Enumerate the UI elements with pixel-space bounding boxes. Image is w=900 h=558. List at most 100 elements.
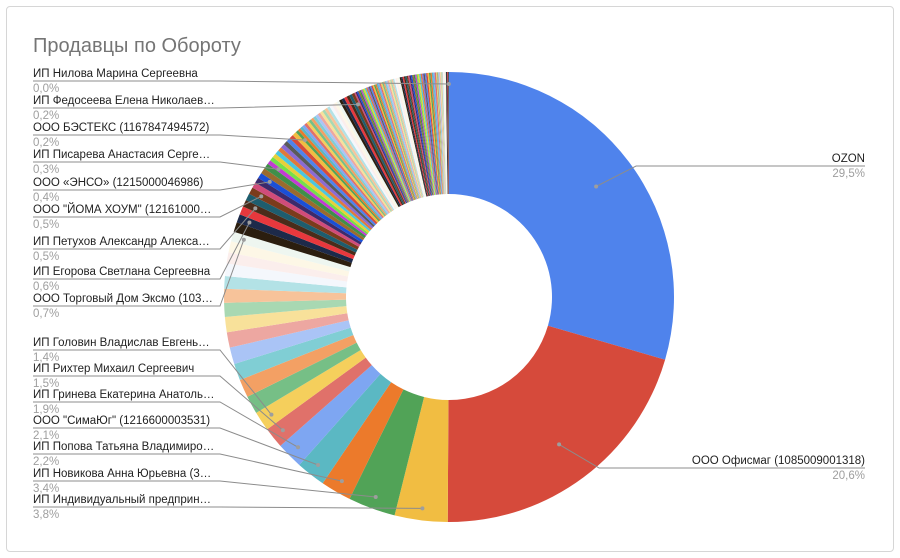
slice-70[interactable] [356, 91, 408, 204]
slice-57[interactable] [327, 106, 395, 211]
slice-34[interactable] [270, 157, 369, 235]
slice-95[interactable] [390, 79, 423, 198]
slice-7[interactable] [267, 357, 372, 446]
slice-15[interactable] [224, 299, 347, 317]
slice-125[interactable] [431, 72, 442, 195]
slice-54[interactable] [319, 111, 392, 213]
slice-59[interactable] [331, 103, 397, 210]
slice-110[interactable] [410, 75, 433, 196]
slice-89[interactable] [381, 81, 419, 199]
slice-90[interactable] [383, 81, 420, 199]
slice-12[interactable] [229, 320, 351, 365]
slice-24[interactable] [239, 206, 355, 260]
slice-123[interactable] [428, 72, 441, 195]
slice-97[interactable] [392, 78, 424, 198]
slice-105[interactable] [403, 76, 429, 197]
slice-127[interactable] [434, 72, 444, 195]
slice-103[interactable] [401, 76, 428, 197]
slice-46[interactable] [302, 124, 383, 219]
slice-75[interactable] [363, 88, 411, 202]
slice-18[interactable] [224, 263, 348, 288]
slice-142[interactable] [445, 72, 448, 195]
slice-66[interactable] [349, 94, 405, 205]
slice-72[interactable] [359, 90, 409, 203]
slice-137[interactable] [442, 72, 447, 195]
slice-108[interactable] [407, 75, 431, 196]
slice-114[interactable] [416, 74, 435, 196]
slice-87[interactable] [379, 82, 418, 200]
slice-141[interactable] [445, 72, 448, 195]
slice-101[interactable] [398, 77, 427, 197]
slice-39[interactable] [283, 141, 375, 228]
slice-102[interactable] [399, 77, 428, 197]
slice-73[interactable] [360, 89, 410, 203]
slice-45[interactable] [300, 126, 382, 220]
slice-93[interactable] [387, 80, 422, 198]
slice-9[interactable] [247, 342, 361, 413]
slice-74[interactable] [361, 88, 410, 203]
slice-31[interactable] [261, 168, 365, 241]
slice-21[interactable] [231, 231, 351, 272]
slice-136[interactable] [441, 72, 446, 195]
slice-82[interactable] [372, 84, 415, 201]
slice-26[interactable] [245, 193, 358, 253]
slice-69[interactable] [355, 91, 407, 204]
slice-43[interactable] [295, 130, 380, 222]
slice-32[interactable] [264, 163, 366, 239]
slice-64[interactable] [344, 96, 403, 206]
slice-111[interactable] [412, 74, 433, 196]
slice-99[interactable] [395, 78, 426, 197]
slice-145[interactable] [448, 72, 449, 195]
slice-104[interactable] [402, 76, 429, 197]
slice-52[interactable] [315, 114, 389, 215]
slice-68[interactable] [354, 92, 407, 204]
slice-117[interactable] [420, 73, 437, 195]
slice-81[interactable] [371, 85, 414, 201]
slice-20[interactable] [228, 241, 350, 277]
slice-23[interactable] [236, 214, 354, 263]
slice-1[interactable] [447, 325, 666, 522]
slice-35[interactable] [272, 153, 370, 233]
slice-106[interactable] [405, 76, 430, 196]
slice-25[interactable] [242, 200, 357, 256]
slice-29[interactable] [255, 177, 362, 245]
slice-17[interactable] [224, 276, 347, 294]
slice-139[interactable] [443, 72, 447, 195]
slice-8[interactable] [256, 350, 366, 430]
slice-6[interactable] [280, 365, 381, 465]
slice-118[interactable] [421, 73, 438, 195]
slice-120[interactable] [424, 73, 439, 195]
slice-36[interactable] [275, 150, 371, 232]
slice-48[interactable] [306, 121, 385, 218]
slice-2[interactable] [394, 396, 449, 522]
slice-100[interactable] [396, 77, 426, 197]
slice-138[interactable] [443, 72, 447, 195]
slice-85[interactable] [376, 83, 417, 200]
slice-30[interactable] [258, 173, 364, 243]
slice-115[interactable] [417, 73, 436, 195]
slice-71[interactable] [358, 90, 408, 203]
slice-80[interactable] [369, 85, 414, 201]
slice-19[interactable] [226, 252, 349, 282]
slice-133[interactable] [439, 72, 445, 195]
slice-77[interactable] [365, 87, 412, 202]
slice-5[interactable] [299, 373, 392, 484]
slice-4[interactable] [322, 382, 404, 499]
slice-56[interactable] [324, 107, 394, 212]
slice-121[interactable] [426, 73, 440, 195]
slice-96[interactable] [391, 79, 424, 198]
slice-84[interactable] [375, 83, 416, 200]
slice-122[interactable] [427, 72, 440, 195]
slice-144[interactable] [447, 72, 449, 195]
slice-131[interactable] [438, 72, 445, 195]
slice-126[interactable] [433, 72, 443, 195]
slice-50[interactable] [310, 117, 387, 216]
slice-49[interactable] [308, 119, 386, 217]
slice-22[interactable] [233, 222, 352, 268]
slice-116[interactable] [419, 73, 436, 195]
slice-92[interactable] [385, 80, 421, 199]
slice-37[interactable] [278, 147, 373, 230]
slice-41[interactable] [289, 135, 378, 225]
slice-130[interactable] [437, 72, 445, 195]
slice-140[interactable] [444, 72, 448, 195]
